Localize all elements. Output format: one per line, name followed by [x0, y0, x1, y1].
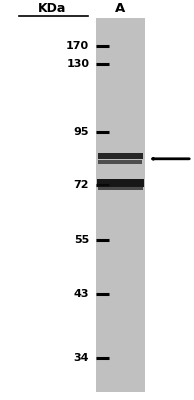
Text: 95: 95 [74, 127, 89, 137]
Text: 34: 34 [74, 353, 89, 363]
Bar [98, 160, 142, 164]
Text: 130: 130 [66, 59, 89, 69]
Text: 43: 43 [74, 289, 89, 299]
Bar [96, 18, 145, 392]
Text: A: A [115, 2, 125, 15]
Bar [98, 153, 143, 159]
Text: KDa: KDa [38, 2, 67, 15]
Text: 55: 55 [74, 235, 89, 245]
Text: 170: 170 [66, 41, 89, 51]
Bar [98, 186, 143, 190]
Text: 72: 72 [74, 180, 89, 190]
Bar [97, 179, 144, 186]
